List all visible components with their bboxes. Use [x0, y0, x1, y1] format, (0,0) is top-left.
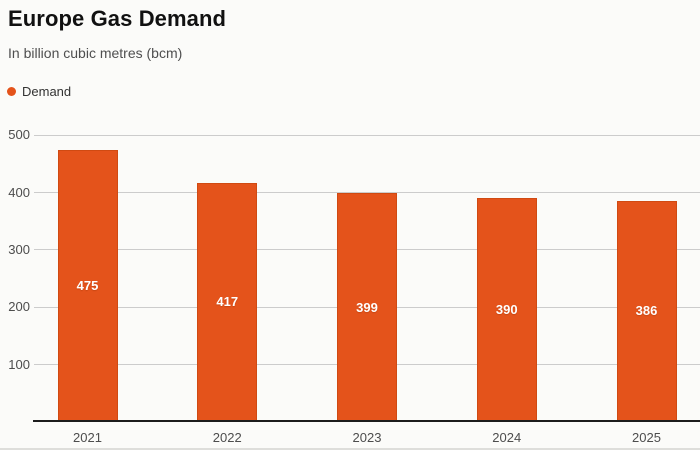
bar-value-label: 475	[76, 277, 99, 293]
bar-value-label: 417	[216, 294, 239, 310]
gridline	[34, 134, 700, 136]
bar-2024	[476, 198, 537, 421]
x-tick-label: 2021	[73, 430, 102, 445]
x-tick-label: 2025	[632, 430, 661, 445]
bar-value-label: 399	[356, 299, 378, 315]
x-tick-label: 2024	[492, 430, 522, 445]
y-tick-label: 100	[8, 356, 30, 372]
x-axis-line	[33, 420, 700, 422]
y-tick-label: 300	[8, 241, 30, 257]
x-tick-label: 2023	[352, 430, 382, 445]
y-tick-label: 500	[8, 127, 30, 143]
bar-2021	[57, 149, 118, 421]
chart-subtitle: In billion cubic metres (bcm)	[8, 45, 183, 61]
y-tick-label: 400	[8, 184, 30, 200]
y-tick-label: 200	[8, 299, 30, 315]
legend: Demand	[7, 84, 71, 99]
bar-2023	[337, 193, 397, 421]
bar-value-label: 390	[495, 302, 518, 318]
legend-dot-icon	[7, 87, 16, 96]
x-tick-label: 2022	[212, 430, 242, 445]
bar-2025	[616, 200, 677, 421]
legend-label: Demand	[22, 84, 72, 99]
gridline	[34, 192, 700, 194]
bar-value-label: 386	[635, 303, 658, 319]
chart-title: Europe Gas Demand	[8, 6, 227, 31]
bottom-edge	[0, 448, 700, 450]
bar-2022	[197, 182, 258, 421]
